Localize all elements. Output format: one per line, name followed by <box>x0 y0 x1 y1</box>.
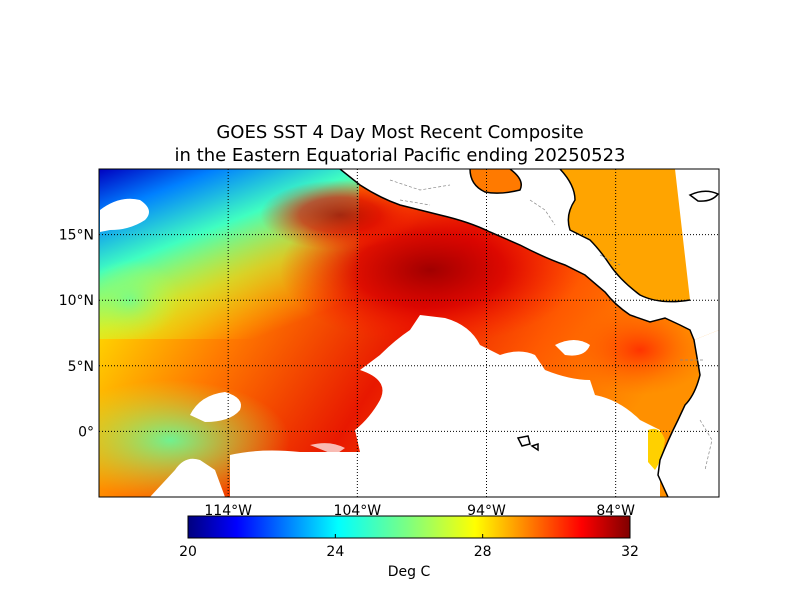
longitude-tick-label: 114°W <box>204 503 252 519</box>
colorbar-tick-label: 28 <box>474 544 492 560</box>
graticule <box>99 169 719 497</box>
colorbar-tick-label: 20 <box>179 544 197 560</box>
coastlines <box>339 169 719 497</box>
longitude-labels: 114°W 104°W 94°W 84°W <box>204 503 635 519</box>
colorbar-tick-label: 32 <box>621 544 639 560</box>
longitude-tick-label: 84°W <box>596 503 635 519</box>
map-title-line2: in the Eastern Equatorial Pacific ending… <box>174 145 626 166</box>
map-title-line1: GOES SST 4 Day Most Recent Composite <box>216 122 584 143</box>
colorbar: 20 24 28 32 Deg C <box>179 515 639 580</box>
colorbar-tick-label: 24 <box>326 544 344 560</box>
latitude-tick-label: 0° <box>78 424 94 440</box>
longitude-tick-label: 104°W <box>334 503 382 519</box>
map-frame <box>98 168 720 498</box>
sst-field <box>99 169 719 497</box>
cloud-mask-south <box>230 315 660 497</box>
land-south-america <box>658 330 719 497</box>
colorbar-gradient <box>187 515 631 539</box>
colorbar-label: Deg C <box>388 564 431 580</box>
latitude-labels: 15°N 10°N 5°N 0° <box>59 228 94 441</box>
latitude-tick-label: 5°N <box>68 359 94 375</box>
latitude-tick-label: 15°N <box>59 228 94 244</box>
longitude-tick-label: 94°W <box>467 503 506 519</box>
latitude-tick-label: 10°N <box>59 293 94 309</box>
